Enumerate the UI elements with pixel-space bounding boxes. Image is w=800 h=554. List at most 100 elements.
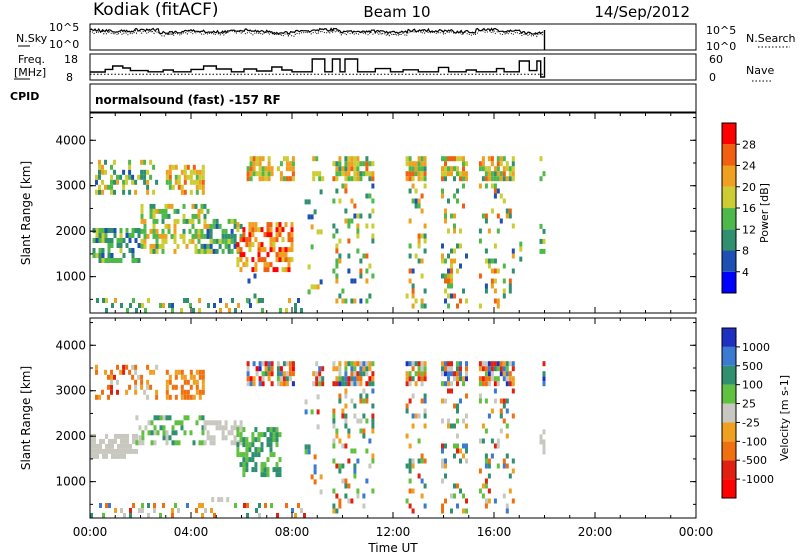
power-cell <box>257 242 261 248</box>
power-cell <box>161 248 165 254</box>
velocity-cell <box>276 381 280 387</box>
power-cell <box>313 209 317 215</box>
power-cell <box>423 156 427 162</box>
velocity-cell <box>246 371 250 377</box>
velocity-cell <box>183 389 187 395</box>
power-plot <box>92 156 546 313</box>
velocity-cell <box>453 371 456 377</box>
velocity-cell <box>484 458 488 464</box>
power-cell <box>335 263 339 269</box>
velocity-cell <box>450 493 453 499</box>
power-cell <box>186 298 189 303</box>
velocity-cell <box>493 381 497 387</box>
power-cell <box>371 223 375 229</box>
power-cell <box>174 164 178 170</box>
power-cell <box>484 166 488 172</box>
power-cell <box>350 161 354 167</box>
power-cell <box>278 227 282 233</box>
power-cell <box>347 156 351 162</box>
velocity-cell <box>134 379 138 385</box>
power-cell <box>215 218 219 224</box>
power-cell <box>362 253 366 259</box>
power-cell <box>200 248 204 254</box>
velocity-cell <box>134 389 138 395</box>
power-cell <box>420 273 424 279</box>
velocity-cell <box>453 483 456 489</box>
velocity-cell <box>171 508 174 513</box>
power-cell <box>249 171 253 177</box>
power-cell <box>110 258 114 263</box>
velocity-colorbar-segment <box>722 346 736 366</box>
power-cell <box>192 164 196 170</box>
power-cell <box>183 189 187 195</box>
power-cell <box>332 198 336 204</box>
power-cell <box>408 218 412 224</box>
power-cell <box>167 228 171 234</box>
power-cell <box>201 164 205 170</box>
power-cell <box>198 298 201 303</box>
velocity-cell <box>168 394 172 400</box>
velocity-colorbar-segment <box>722 479 736 498</box>
power-cell <box>275 237 279 243</box>
power-cell <box>239 257 243 263</box>
power-cell <box>493 288 497 294</box>
velocity-cell <box>279 366 283 372</box>
velocity-cell <box>417 361 421 367</box>
power-cell <box>257 252 261 258</box>
velocity-cell <box>260 472 264 478</box>
power-cell <box>246 176 250 182</box>
velocity-cell <box>90 448 93 454</box>
velocity-cell <box>126 448 129 454</box>
power-cell <box>487 258 491 264</box>
velocity-cell <box>465 371 468 377</box>
power-cell <box>462 183 465 189</box>
power-cell <box>182 238 186 244</box>
power-cell <box>447 171 450 177</box>
velocity-cell <box>201 369 205 375</box>
power-cell <box>284 252 288 258</box>
power-cell <box>347 253 351 259</box>
velocity-cell <box>201 440 205 446</box>
velocity-cell <box>120 433 123 439</box>
velocity-cell <box>203 420 207 426</box>
velocity-cell <box>490 438 494 444</box>
power-cell <box>447 283 450 289</box>
velocity-cell <box>511 413 515 419</box>
velocity-cell <box>125 389 129 395</box>
power-cell <box>365 193 369 199</box>
power-cell <box>493 166 497 172</box>
power-cell <box>441 258 444 264</box>
power-cell <box>143 238 147 244</box>
power-cell <box>316 284 320 290</box>
power-cell <box>478 166 482 172</box>
velocity-cell <box>252 376 256 382</box>
velocity-cell <box>441 448 444 454</box>
power-cell <box>198 174 202 180</box>
velocity-cell <box>285 371 289 377</box>
velocity-cell <box>313 479 317 485</box>
power-ylabel: Slant Range [km] <box>19 161 33 265</box>
velocity-cell <box>150 420 154 426</box>
power-cell <box>206 208 210 214</box>
velocity-cell <box>304 399 308 405</box>
velocity-cell <box>165 435 169 441</box>
velocity-cell <box>264 361 268 367</box>
power-cell <box>116 238 120 243</box>
velocity-cell <box>123 443 126 449</box>
velocity-cell <box>441 478 444 484</box>
power-cell <box>194 203 198 209</box>
power-cell <box>335 188 339 194</box>
power-cell <box>315 171 319 177</box>
power-cell <box>493 193 497 199</box>
velocity-cell <box>285 376 289 382</box>
power-cell <box>481 156 485 162</box>
velocity-cell <box>195 420 199 426</box>
velocity-cell <box>245 447 249 453</box>
velocity-cell <box>177 508 180 513</box>
velocity-cell <box>269 442 273 448</box>
velocity-cell <box>111 438 114 444</box>
velocity-cell <box>116 379 119 385</box>
velocity-cell <box>140 374 144 380</box>
velocity-cell <box>484 463 488 469</box>
velocity-cell <box>117 453 120 459</box>
